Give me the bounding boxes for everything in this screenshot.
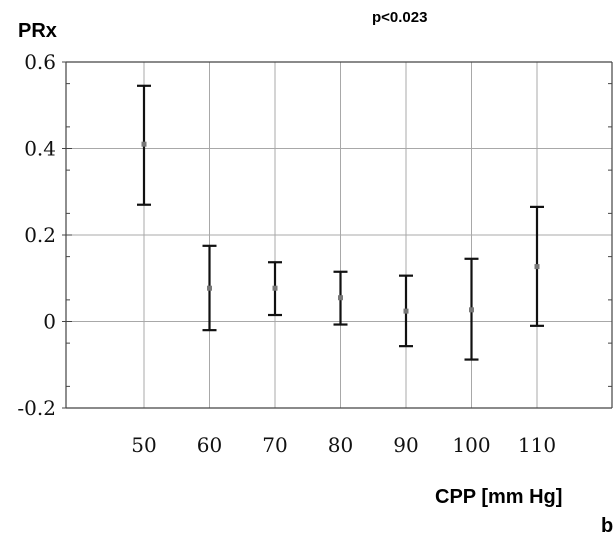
mean-point — [141, 141, 147, 147]
plot-frame — [62, 61, 613, 409]
y-tick-label: 0.6 — [24, 50, 56, 74]
x-tick-label: 70 — [262, 433, 287, 457]
y-tick-label: -0.2 — [17, 396, 56, 420]
mean-point — [272, 285, 278, 291]
x-tick-label: 90 — [393, 433, 418, 457]
error-bars — [137, 84, 544, 361]
y-axis-title: PRx — [18, 20, 57, 42]
mean-point — [338, 295, 343, 301]
panel-label: b — [601, 515, 613, 537]
x-tick-labels: 50 60 70 80 90 100 110 — [131, 433, 556, 457]
y-tick-label: 0.2 — [24, 223, 56, 247]
y-tick-label: 0 — [43, 310, 56, 334]
x-tick-label: 50 — [131, 433, 156, 457]
mean-point — [403, 308, 409, 314]
mean-point — [534, 264, 540, 270]
grid — [66, 61, 612, 409]
mean-point — [207, 285, 212, 291]
x-axis-title: CPP [mm Hg] — [435, 486, 562, 508]
mean-point — [469, 307, 474, 313]
y-tick-label: 0.4 — [24, 137, 56, 161]
y-tick-labels: 0.6 0.4 0.2 0 -0.2 — [17, 50, 56, 420]
x-tick-label: 60 — [197, 433, 222, 457]
x-tick-label: 110 — [518, 433, 556, 457]
x-tick-label: 80 — [328, 433, 353, 457]
x-tick-label: 100 — [452, 433, 490, 457]
p-value-annotation: p<0.023 — [372, 9, 427, 26]
